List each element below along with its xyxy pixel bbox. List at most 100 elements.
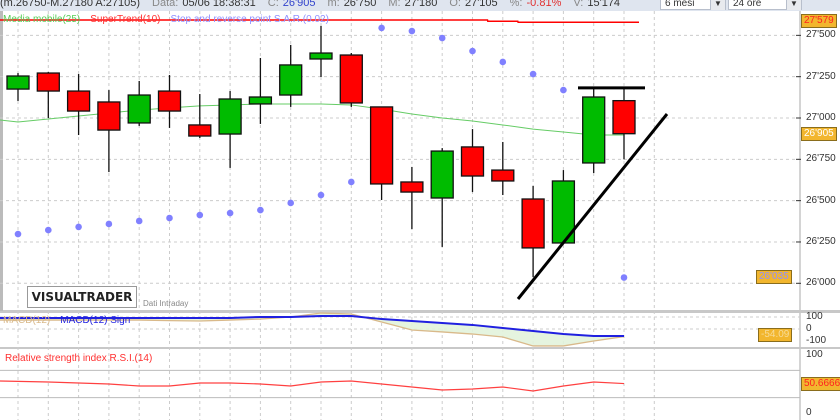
rsi-line — [0, 380, 625, 392]
legend-macd-signal: MACD(12) Sign — [60, 315, 131, 326]
rsi-legend: Relative strength index R.S.I.(14) — [5, 353, 152, 365]
sar-dot — [135, 217, 143, 225]
sar-dot — [499, 58, 507, 66]
sar-dot — [166, 214, 173, 222]
sar-dot — [287, 199, 295, 207]
macd-tick-label: 0 — [806, 323, 812, 334]
max-label: M: — [388, 0, 401, 9]
sar-dot — [257, 206, 264, 214]
open-value: 27'105 — [464, 0, 498, 9]
macd-value-badge: -54.09 — [758, 328, 793, 342]
close-label: C: — [267, 0, 279, 9]
candle-up — [430, 150, 454, 199]
last-price-badge: 26'905 — [801, 127, 837, 141]
chevron-down-icon[interactable]: ▼ — [786, 0, 801, 10]
candle-down — [36, 72, 60, 92]
sar-dot — [14, 230, 22, 238]
macd-histogram-area — [0, 313, 624, 346]
candle-up — [248, 96, 273, 105]
candle-down — [400, 181, 424, 193]
candle-up — [309, 52, 333, 60]
open-label: O: — [449, 0, 461, 9]
candle-down — [460, 146, 485, 177]
close-value: 26'905 — [282, 0, 316, 9]
range-text: (m.26750-M.27180 A:27105) — [0, 0, 141, 9]
price-tick-label: 26'250 — [806, 236, 836, 247]
supertrend-line — [0, 19, 639, 24]
sar-dot — [529, 70, 537, 78]
pct-value: -0.81% — [526, 0, 562, 9]
macd-legend: MACD(12) MACD(12) Sign — [3, 315, 130, 327]
candle-up — [6, 75, 30, 90]
visualtrader-logo: VISUALTRADER — [27, 286, 137, 308]
max-value: 27'180 — [404, 0, 438, 9]
rsi-tick-label: 100 — [806, 349, 823, 360]
candle-down — [369, 106, 394, 185]
sar-dot — [75, 223, 82, 231]
candle-down — [66, 90, 91, 112]
candle-down — [339, 54, 363, 104]
min-label: m: — [327, 0, 340, 9]
candle-down — [97, 101, 121, 131]
sar-dot — [348, 178, 355, 186]
period-value: 6 mesi — [665, 0, 695, 9]
candle-down — [491, 169, 515, 182]
sar-dot — [438, 34, 446, 42]
left-border — [0, 11, 3, 311]
legend-supertrend: SuperTrend(10) — [90, 14, 161, 25]
interval-select[interactable]: 24 ore ▼ — [728, 0, 802, 10]
sar-dot — [469, 47, 476, 55]
main-legend: Media mobile(25) SuperTrend(10) Stop and… — [3, 14, 329, 26]
sar-dot — [226, 209, 234, 217]
price-tick-label: 26'000 — [806, 277, 836, 288]
legend-rsi: Relative strength index R.S.I.(14) — [5, 353, 153, 364]
panel-divider — [0, 310, 840, 313]
sar-dot — [620, 274, 628, 281]
main-panel — [0, 11, 800, 310]
candle-up — [582, 96, 606, 164]
interval-value: 24 ore — [733, 0, 762, 9]
price-tick-label: 27'250 — [806, 71, 836, 82]
chevron-down-icon[interactable]: ▼ — [710, 0, 725, 10]
macd-line — [0, 312, 625, 347]
quote-header: (m.26750-M.27180 A:27105) Data: 05/06 18… — [0, 0, 840, 11]
legend-ma: Media mobile(25) — [3, 14, 81, 25]
sar-dot — [378, 24, 385, 32]
price-tick-label: 26'750 — [806, 153, 836, 164]
sar-dot — [408, 27, 416, 35]
sar-dot — [196, 211, 204, 219]
period-select[interactable]: 6 mesi ▼ — [660, 0, 726, 10]
macd-tick-label: -100 — [806, 335, 827, 346]
sar-dot — [45, 226, 52, 234]
volume-label: V: — [573, 0, 584, 9]
trendline — [516, 113, 669, 300]
legend-macd: MACD(12) — [3, 315, 51, 326]
candle-down — [612, 99, 636, 135]
rsi-tick-label: 0 — [806, 407, 812, 418]
candle-down — [188, 124, 212, 137]
data-source-note: Dati Intraday — [143, 299, 189, 308]
date-label: Data: — [152, 0, 179, 9]
macd-signal-line — [0, 314, 624, 337]
price-tick-label: 27'000 — [806, 112, 836, 123]
sar-value-badge: 26'035 — [756, 270, 792, 284]
panel-divider — [0, 347, 840, 349]
sar-dot — [105, 220, 113, 228]
pct-label: %: — [509, 0, 523, 9]
candle-up — [218, 98, 242, 135]
rsi-value-badge: 50.6666 — [801, 377, 840, 391]
legend-sar: Stop and reverse point S.A.R.(0.02) — [170, 14, 329, 25]
price-tick-label: 26'500 — [806, 195, 836, 206]
candle-up — [279, 64, 303, 96]
candle-down — [521, 198, 545, 249]
min-value: 26'750 — [343, 0, 377, 9]
date-value: 05/06 18:38:31 — [182, 0, 256, 9]
sar-dot — [317, 191, 325, 199]
price-tick-label: 27'500 — [806, 29, 836, 40]
sar-dot — [560, 86, 567, 94]
supertrend-value-badge: 27'579 — [801, 14, 837, 28]
candle-down — [157, 90, 182, 112]
moving-average-line — [0, 103, 624, 136]
volume-value: 15'174 — [587, 0, 621, 9]
